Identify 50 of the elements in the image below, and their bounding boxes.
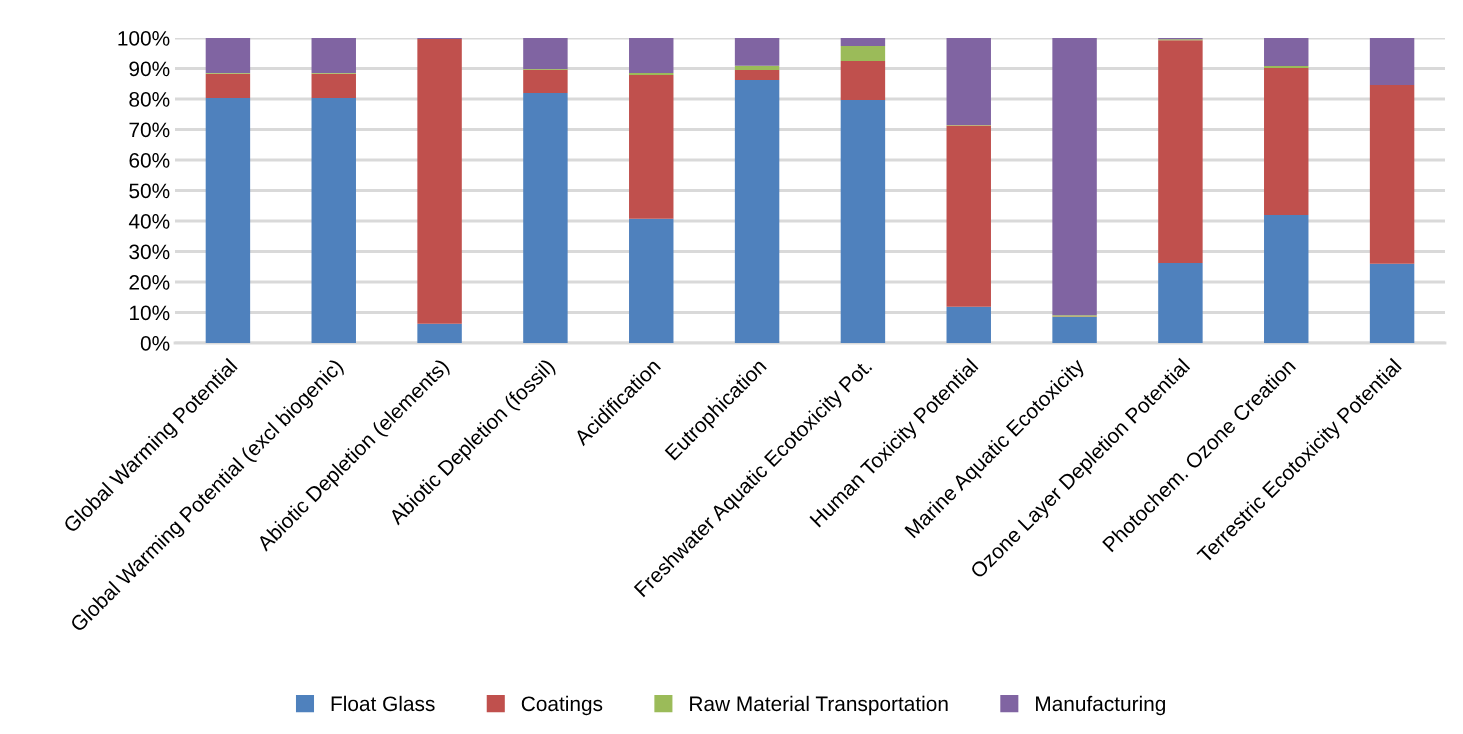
y-tick-label: 90%: [129, 61, 170, 77]
bar: [1369, 38, 1415, 85]
bar: [1264, 67, 1309, 215]
bar: [311, 73, 356, 99]
y-tick-label: 20%: [129, 275, 170, 290]
bar: [1052, 38, 1097, 316]
bar: [417, 323, 462, 343]
bar: [417, 38, 462, 324]
y-tick-label: 50%: [129, 183, 170, 199]
bar: [629, 38, 674, 74]
bar: [523, 69, 568, 93]
legend-label: Manufacturing: [1036, 695, 1166, 716]
bar: [311, 38, 356, 74]
bar: [840, 45, 886, 61]
bar: [205, 38, 251, 74]
y-tick-label: 60%: [129, 153, 170, 168]
bar: [629, 74, 674, 219]
bar: [205, 98, 251, 343]
y-tick-label: 100%: [118, 31, 170, 46]
y-tick-label: 80%: [129, 92, 170, 107]
bar: [840, 60, 886, 100]
bar: [1264, 38, 1309, 67]
bar: [734, 80, 780, 343]
bar: [840, 99, 886, 343]
bar: [946, 38, 991, 125]
legend-label: Coatings: [521, 695, 603, 716]
bar: [205, 73, 251, 99]
y-tick-label: 30%: [129, 244, 170, 260]
y-tick-label: 0%: [140, 336, 170, 351]
bar: [1264, 214, 1309, 343]
bar: [1052, 317, 1097, 343]
y-tick-label: 40%: [128, 214, 170, 229]
bar: [734, 70, 780, 81]
bar: [840, 38, 886, 46]
bar: [629, 218, 674, 343]
bar: [311, 98, 356, 343]
legend-label: Float Glass: [331, 695, 435, 712]
bar: [1158, 40, 1203, 264]
y-tick-label: 10%: [130, 305, 170, 321]
bar: [946, 125, 991, 307]
bar: [734, 38, 780, 66]
bar: [523, 92, 568, 343]
bar: [1158, 263, 1203, 343]
bar: [946, 306, 991, 343]
bar: [1369, 84, 1415, 264]
bar: [523, 38, 568, 70]
bar: [1369, 263, 1415, 343]
bar: [734, 65, 780, 71]
y-tick-label: 70%: [129, 122, 170, 138]
legend-label: Raw Material Transportation: [690, 695, 948, 716]
